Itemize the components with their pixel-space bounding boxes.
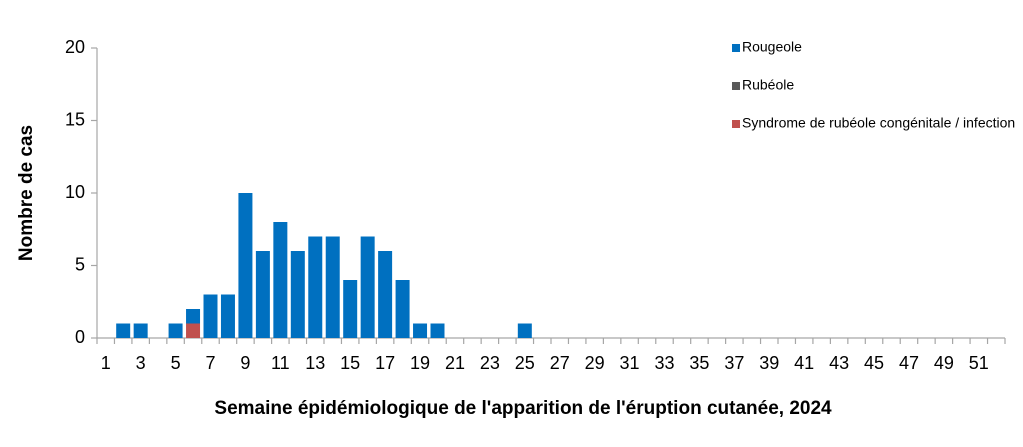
y-tick-label: 5 [75,254,85,274]
x-tick-label: 33 [654,353,674,373]
x-tick-label: 27 [550,353,570,373]
x-tick-label: 17 [375,353,395,373]
y-axis-label: Nombre de cas [16,125,37,261]
bar [325,236,340,338]
legend-swatch [732,44,740,52]
bar [308,236,323,338]
legend-swatch [732,82,740,90]
bar [343,280,358,338]
bar [273,222,288,338]
x-tick-label: 23 [480,353,500,373]
bar [238,193,253,338]
x-tick-label: 25 [515,353,535,373]
x-tick-label: 13 [305,353,325,373]
x-tick-label: 35 [689,353,709,373]
legend-label: Rubéole [742,77,794,93]
x-tick-label: 41 [794,353,814,373]
bar [186,323,201,338]
bar [378,251,393,338]
bar [220,294,235,338]
bar [517,323,532,338]
x-tick-label: 51 [969,353,989,373]
x-tick-label: 19 [410,353,430,373]
legend-label: Syndrome de rubéole congénitale / infect… [742,115,1015,131]
bar [430,323,445,338]
x-tick-label: 5 [171,353,181,373]
legend-label: Rougeole [742,39,802,55]
bar [395,280,410,338]
bar [290,251,305,338]
x-tick-label: 11 [271,353,290,373]
x-tick-label: 49 [934,353,954,373]
bar [116,323,131,338]
y-tick-label: 15 [65,109,85,129]
x-axis-label: Semaine épidémiologique de l'apparition … [214,398,832,419]
bar [360,236,375,338]
x-tick-label: 3 [136,353,146,373]
x-tick-label: 9 [240,353,250,373]
x-tick-label: 15 [340,353,360,373]
x-tick-label: 7 [205,353,215,373]
x-tick-label: 47 [899,353,919,373]
x-tick-label: 39 [759,353,779,373]
bar [133,323,148,338]
bar [255,251,270,338]
y-tick-label: 20 [65,37,85,57]
y-tick-label: 10 [65,182,85,202]
y-tick-label: 0 [75,327,85,347]
x-tick-label: 45 [864,353,884,373]
x-tick-label: 21 [445,353,465,373]
bar [203,294,218,338]
x-tick-label: 43 [829,353,849,373]
bar [413,323,428,338]
x-tick-label: 29 [585,353,605,373]
bar [168,323,183,338]
x-tick-label: 1 [101,353,111,373]
x-tick-label: 37 [724,353,744,373]
x-tick-label: 31 [620,353,640,373]
legend-swatch [732,120,740,128]
bar [186,309,201,324]
